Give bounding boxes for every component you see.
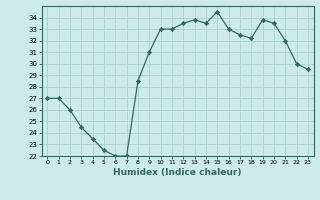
X-axis label: Humidex (Indice chaleur): Humidex (Indice chaleur) <box>113 168 242 177</box>
